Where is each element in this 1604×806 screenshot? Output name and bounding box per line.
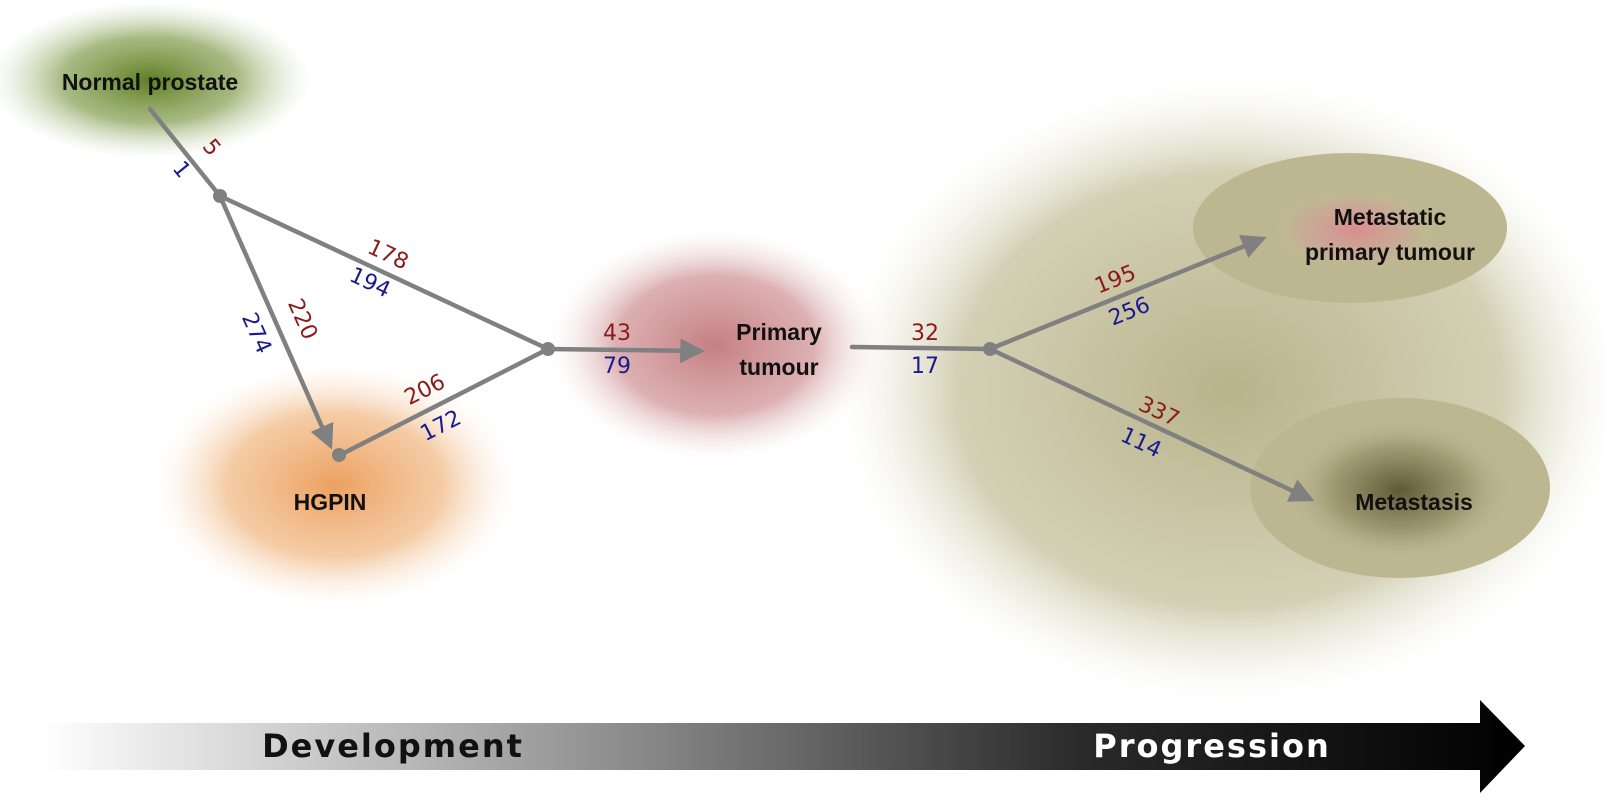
normal-prostate-blob: [0, 2, 310, 158]
branch-dot-normal: [213, 189, 227, 203]
metastasis-core: [1285, 418, 1515, 562]
timeline-progression-label: Progression: [1093, 727, 1330, 765]
edge-hgpin-up: 220: [282, 295, 322, 344]
edge-hgpin-down: 274: [236, 309, 276, 358]
edge-to-primary-down: 79: [603, 354, 631, 379]
edge-junction-to-primary: [545, 338, 705, 364]
progression-blob: [840, 80, 1604, 700]
edges: [147, 106, 1315, 502]
node-metastasis: Metastasis: [1355, 489, 1473, 515]
edge-primary-to-fork: [849, 344, 993, 352]
primary-tumour-blob: [550, 230, 880, 460]
metastatic-primary-core: [1275, 190, 1435, 270]
edge-from-primary-up: 32: [911, 321, 939, 346]
edge-branch-to-hgpin: [217, 193, 334, 450]
timeline-development-label: Development: [262, 727, 524, 765]
node-hgpin: HGPIN: [294, 489, 367, 515]
node-primary-tumour-line1: Primary: [736, 319, 822, 345]
edge-branch-to-junction: [217, 193, 551, 352]
branch-dot-fork: [983, 342, 997, 356]
node-metastatic-primary-line1: Metastatic: [1334, 204, 1447, 230]
edge-branch-junction-down: 194: [345, 263, 394, 303]
node-normal-prostate: Normal prostate: [62, 69, 238, 95]
edge-normal-to-branch: [147, 106, 223, 199]
node-primary-tumour-line2: tumour: [739, 354, 818, 380]
edge-from-primary-down: 17: [911, 354, 939, 379]
edge-to-primary-up: 43: [603, 321, 631, 346]
edge-fork-to-metastatic-primary: [987, 234, 1267, 352]
branch-dot-hgpin: [332, 448, 346, 462]
branch-dot-junction: [541, 342, 555, 356]
timeline-arrow: [40, 700, 1525, 793]
edge-hgpin-to-junction: [337, 346, 551, 458]
node-metastatic-primary-line2: primary tumour: [1305, 239, 1475, 265]
hgpin-blob: [155, 365, 515, 605]
edge-fork-to-metastasis: [987, 346, 1315, 502]
